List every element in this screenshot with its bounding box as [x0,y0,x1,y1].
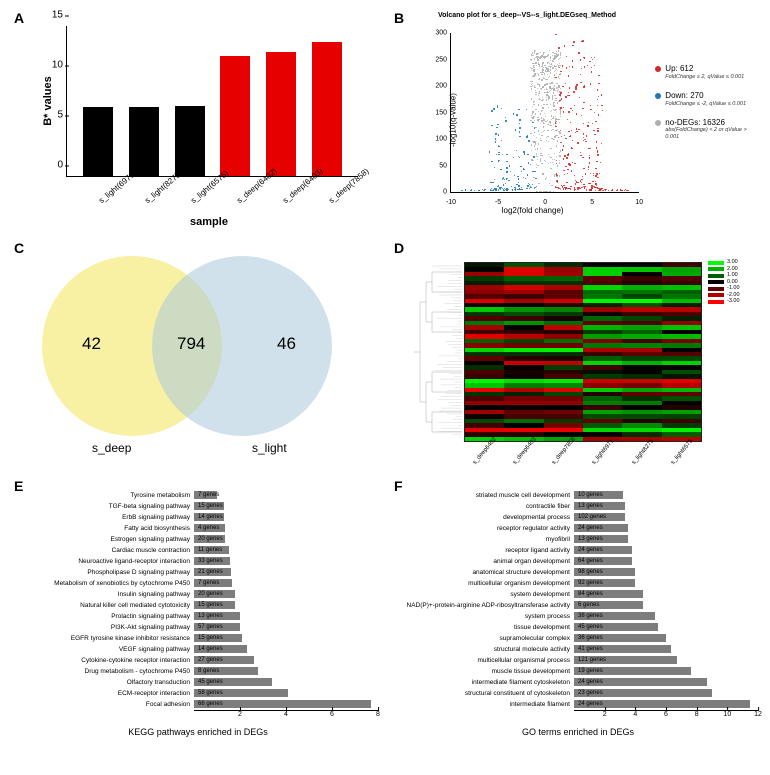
hb-row: receptor regulator activity24 genes [398,523,758,533]
hb-row: tissue development45 genes [398,622,758,632]
hb-row: multicellular organismal process121 gene… [398,655,758,665]
dendrogram-left [412,262,462,442]
volcano-plot: -log10(q-value) 050100150200250300-10-50… [422,25,643,215]
label-b: B [394,10,404,26]
hb-row: Metabolism of xenobiotics by cytochrome … [18,578,378,588]
label-e: E [14,478,23,494]
b-legend: Up: 612FoldChange ≥ 2, qValue ≤ 0.001Dow… [655,65,758,215]
hb-row: EGFR tyrosine kinase inhibitor resistanc… [18,633,378,643]
hb-row: Focal adhesion66 genes [18,699,378,709]
hb-row: structural constituent of cytoskeleton23… [398,688,758,698]
hb-row: striated muscle cell development10 genes [398,490,758,500]
hb-row: TGF-beta signaling pathway15 genes [18,501,378,511]
hb-row: supramolecular complex36 genes [398,633,758,643]
a-bar [175,106,205,176]
heatmap: s_deep6402s_deep6403s_deep7858s_light697… [412,256,758,466]
hb-row: Insulin signaling pathway20 genes [18,589,378,599]
label-a: A [14,10,24,26]
hb-row: system process38 genes [398,611,758,621]
hb-row: Neuroactive ligand-receptor interaction3… [18,556,378,566]
hb-row: developmental process102 genes [398,512,758,522]
venn-left-count: 42 [82,334,101,354]
hb-row: Prolactin signaling pathway13 genes [18,611,378,621]
hb-row: Phospholipase D signaling pathway21 gene… [18,567,378,577]
hb-row: intermediate filament cytoskeleton24 gen… [398,677,758,687]
hb-row: NAD(P)+-protein-arginine ADP-ribosyltran… [398,600,758,610]
panel-f: F striated muscle cell development10 gen… [392,480,758,737]
venn-diagram: 42 794 46 s_deep s_light [32,256,378,466]
a-bar [129,107,159,176]
bar-chart-a: B* values 051015 s_light(6971)s_light(82… [40,26,378,228]
hb-row: Tyrosine metabolism7 genes [18,490,378,500]
hb-row: contractile fiber13 genes [398,501,758,511]
label-d: D [394,240,404,256]
hb-row: Olfactory transduction45 genes [18,677,378,687]
hb-row: Natural killer cell mediated cytotoxicit… [18,600,378,610]
venn-right-count: 46 [277,334,296,354]
hb-row: Estrogen signaling pathway20 genes [18,534,378,544]
hb-row: system development84 genes [398,589,758,599]
a-bar [312,42,342,176]
panel-b: B Volcano plot for s_deep--VS--s_light.D… [392,12,758,228]
panel-c: C 42 794 46 s_deep s_light [12,242,378,466]
hb-row: Drug metabolism - cytochrome P4508 genes [18,666,378,676]
heatmap-legend: 3.002.001.000.00-1.00-2.00-3.00 [708,260,758,306]
venn-overlap-count: 794 [177,334,205,354]
figure-grid: A B* values 051015 s_light(6971)s_light(… [12,12,758,737]
hb-row: intermediate filament24 genes [398,699,758,709]
hb-row: Cytokine-cytokine receptor interaction27… [18,655,378,665]
venn-right-name: s_light [252,441,287,455]
b-xlabel: log2(fold change) [422,206,643,215]
a-bar [83,107,113,176]
hb-row: ErbB signaling pathway14 genes [18,512,378,522]
label-f: F [394,478,403,494]
hb-row: PI3K-Akt signaling pathway57 genes [18,622,378,632]
hb-row: myofibril13 genes [398,534,758,544]
label-c: C [14,240,24,256]
a-bar [220,56,250,176]
hb-row: anatomical structure development98 genes [398,567,758,577]
a-bar [266,52,296,176]
hb-row: Cardiac muscle contraction11 genes [18,545,378,555]
a-xlabel: sample [40,216,378,228]
panel-a: A B* values 051015 s_light(6971)s_light(… [12,12,378,228]
panel-d: D s_deep6402s_deep6403s_deep7858s_light6… [392,242,758,466]
hb-row: multicellular organism development92 gen… [398,578,758,588]
hb-row: ECM-receptor interaction58 genes [18,688,378,698]
bars-f: striated muscle cell development10 genes… [398,490,758,737]
bars-e: Tyrosine metabolism7 genesTGF-beta signa… [18,490,378,737]
heatmap-cells [464,262,702,442]
heatmap-xlabels: s_deep6402s_deep6403s_deep7858s_light697… [464,460,702,466]
hb-row: animal organ development64 genes [398,556,758,566]
hb-row: VEGF signaling pathway14 genes [18,644,378,654]
hb-row: receptor ligand activity24 genes [398,545,758,555]
panel-e: E Tyrosine metabolism7 genesTGF-beta sig… [12,480,378,737]
venn-left-name: s_deep [92,441,131,455]
hb-row: structural molecule activity41 genes [398,644,758,654]
b-title: Volcano plot for s_deep--VS--s_light.DEG… [412,12,642,19]
hb-row: Fatty acid biosynthesis4 genes [18,523,378,533]
hb-row: muscle tissue development19 genes [398,666,758,676]
